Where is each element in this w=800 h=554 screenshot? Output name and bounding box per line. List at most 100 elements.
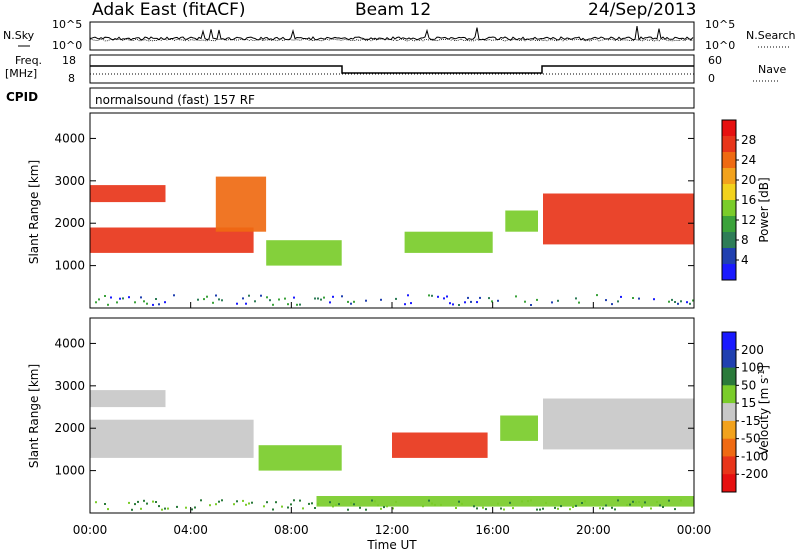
- scatter-speckle: [95, 301, 97, 304]
- x-tick-label: 12:00: [375, 523, 410, 537]
- scatter-speckle: [314, 297, 316, 300]
- noise-sky-trace: [89, 26, 694, 42]
- scatter-speckle: [284, 297, 286, 300]
- scatter-speckle: [569, 508, 571, 511]
- scatter-speckle: [596, 294, 598, 297]
- scatter-speckle: [440, 503, 442, 506]
- scatter-speckle: [632, 297, 634, 299]
- scatter-speckle: [233, 503, 235, 506]
- heatmap-region-2: [215, 176, 267, 232]
- scatter-speckle: [140, 507, 142, 510]
- scatter-speckle: [476, 301, 478, 304]
- scatter-speckle: [221, 499, 223, 502]
- power-cbar-swatch: [722, 152, 736, 169]
- velocity-cbar-tick-label: -50: [741, 432, 761, 446]
- scatter-speckle: [311, 502, 313, 505]
- scatter-speckle: [407, 294, 409, 297]
- scatter-speckle: [128, 296, 130, 299]
- scatter-speckle: [365, 299, 367, 302]
- power-y-tick-label: 2000: [54, 216, 85, 230]
- scatter-speckle: [491, 300, 493, 303]
- scatter-speckle: [575, 297, 577, 300]
- scatter-speckle: [218, 298, 220, 301]
- heatmap-region-6: [316, 496, 694, 507]
- scatter-speckle: [452, 303, 454, 306]
- x-tick-label: 00:00: [73, 523, 108, 537]
- power-cbar-tick-label: 28: [741, 133, 756, 147]
- x-tick-label: 04:00: [173, 523, 208, 537]
- velocity-cbar-swatch: [722, 456, 736, 475]
- scatter-speckle: [317, 502, 319, 505]
- velocity-y-tick-label: 2000: [54, 421, 85, 435]
- velocity-cbar-tick-label: 15: [741, 396, 756, 410]
- scatter-speckle: [455, 507, 457, 509]
- scatter-speckle: [176, 505, 178, 508]
- scatter-speckle: [341, 295, 343, 298]
- scatter-speckle: [287, 303, 289, 306]
- cpid-panel-frame: [89, 87, 695, 109]
- scatter-speckle: [134, 503, 136, 506]
- scatter-speckle: [293, 296, 295, 299]
- scatter-speckle: [194, 506, 196, 509]
- scatter-speckle: [446, 295, 448, 298]
- velocity-cbar-swatch: [722, 332, 736, 351]
- scatter-speckle: [197, 298, 199, 301]
- scatter-speckle: [629, 503, 631, 506]
- scatter-speckle: [497, 502, 499, 505]
- scatter-speckle: [374, 500, 376, 503]
- velocity-cbar-swatch: [722, 349, 736, 369]
- power-cbar-tick-label: 12: [741, 213, 756, 227]
- scatter-speckle: [215, 294, 217, 297]
- date-title: 24/Sep/2013: [588, 0, 696, 20]
- scatter-speckle: [515, 295, 517, 298]
- scatter-speckle: [254, 300, 256, 303]
- scatter-speckle: [236, 302, 238, 305]
- x-tick-label: 08:00: [274, 523, 309, 537]
- scatter-speckle: [353, 503, 355, 506]
- scatter-speckle: [152, 500, 154, 503]
- scatter-speckle: [278, 298, 280, 301]
- scatter-speckle: [662, 506, 664, 508]
- x-tick-label: 16:00: [475, 523, 510, 537]
- scatter-speckle: [668, 499, 670, 502]
- scatter-speckle: [602, 507, 604, 510]
- scatter-speckle: [152, 303, 154, 306]
- scatter-speckle: [164, 507, 166, 510]
- scatter-speckle: [110, 296, 112, 299]
- scatter-speckle: [521, 500, 523, 503]
- scatter-speckle: [104, 503, 106, 505]
- scatter-speckle: [641, 505, 643, 508]
- scatter-speckle: [680, 300, 682, 303]
- scatter-speckle: [269, 299, 271, 302]
- velocity-y-tick-label: 1000: [54, 464, 85, 478]
- velocity-yaxis: 1000 2000 3000 4000: [54, 336, 694, 478]
- scatter-speckle: [422, 505, 424, 508]
- velocity-cbar-tick-label: 100: [741, 361, 764, 375]
- power-cbar-tick-label: 16: [741, 193, 756, 207]
- scatter-speckle: [395, 297, 397, 300]
- scatter-speckle: [236, 500, 238, 503]
- scatter-speckle: [155, 501, 157, 503]
- time-xaxis: 00:00 04:00 08:00 12:00 16:00 20:00 00:00: [73, 302, 711, 537]
- scatter-speckle: [317, 297, 319, 300]
- heatmap-region-3: [266, 240, 342, 266]
- scatter-speckle: [557, 299, 559, 302]
- scatter-speckle: [503, 508, 505, 511]
- scatter-speckle: [290, 503, 292, 506]
- noise-panel-frame: [89, 21, 695, 51]
- scatter-speckle: [482, 506, 484, 509]
- heatmap-region-4: [500, 415, 538, 441]
- scatter-speckle: [146, 502, 148, 505]
- scatter-speckle: [245, 302, 247, 305]
- velocity-y-tick-label: 3000: [54, 379, 85, 393]
- heatmap-region-0: [90, 185, 166, 203]
- velocity-cbar-frame: [721, 331, 737, 493]
- scatter-speckle: [383, 506, 385, 509]
- x-tick-label: 20:00: [576, 523, 611, 537]
- scatter-speckle: [686, 301, 688, 304]
- scatter-speckle: [650, 507, 652, 510]
- velocity-cbar-swatch: [722, 438, 736, 457]
- scatter-speckle: [335, 504, 337, 507]
- power-colorbar: 4 8 12 16 20 24 28: [721, 119, 756, 281]
- scatter-speckle: [353, 300, 355, 303]
